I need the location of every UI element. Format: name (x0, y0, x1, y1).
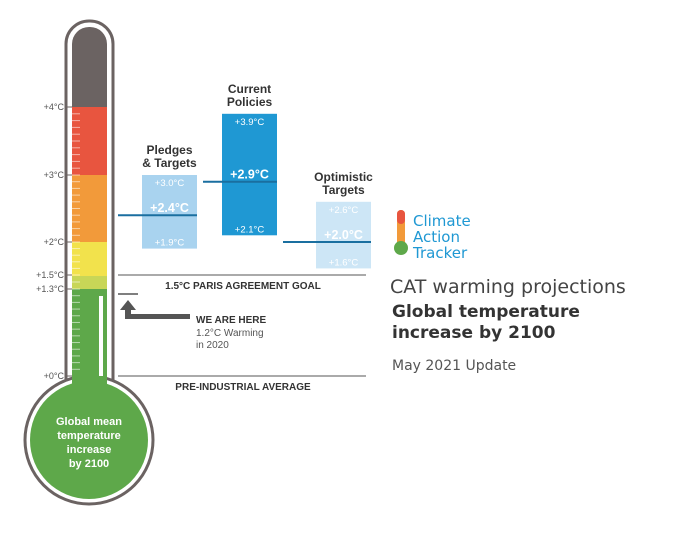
mercury-indicator (99, 296, 103, 376)
central-label-1: +2.9°C (230, 168, 269, 182)
series-heading-2-0: Optimistic (314, 170, 373, 184)
bulb-label-line-2: temperature (57, 430, 121, 442)
low-label-0: +1.9°C (155, 238, 185, 249)
paris-goal-label: 1.5°C PARIS AGREEMENT GOAL (165, 281, 321, 292)
chart-subtitle-line-2: increase by 2100 (392, 323, 556, 343)
scale-labels: +4°C +3°C +2°C +1.5°C +1.3°C +0°C (36, 102, 72, 381)
series-heading-1-0: Current (228, 82, 271, 96)
bulb-label-line-1: Global mean (56, 416, 122, 428)
bar-0 (142, 175, 197, 249)
high-label-2: +2.6°C (329, 205, 359, 216)
logo-line-2: Action (413, 228, 460, 246)
pre-industrial-label: PRE-INDUSTRIAL AVERAGE (175, 382, 311, 393)
bar-1 (222, 113, 277, 236)
zone-yellow (72, 242, 107, 276)
scale-label-0: +4°C (44, 102, 65, 112)
update-date: May 2021 Update (392, 358, 516, 374)
scale-label-3: +1.5°C (36, 270, 64, 280)
scale-label-4: +1.3°C (36, 284, 64, 294)
low-label-2: +1.6°C (329, 257, 359, 268)
central-label-0: +2.4°C (150, 201, 189, 215)
logo-thermometer-top (397, 210, 405, 224)
logo-line-3: Tracker (412, 244, 468, 262)
we-are-here-annotation: WE ARE HERE 1.2°C Warming in 2020 (118, 293, 267, 351)
series-heading-1-1: Policies (227, 95, 273, 109)
chart-subtitle-line-1: Global temperature (392, 302, 580, 322)
we-are-here-line-1: 1.2°C Warming (196, 328, 264, 339)
series-heading-0-0: Pledges (146, 143, 192, 157)
we-are-here-heading: WE ARE HERE (196, 315, 267, 326)
series-heading-2-1: Targets (322, 183, 365, 197)
thermometer-bulb (30, 381, 148, 499)
central-label-2: +2.0°C (324, 228, 363, 242)
zone-lime (72, 276, 107, 289)
series-heading-0-1: & Targets (142, 156, 197, 170)
bar-2 (316, 201, 371, 269)
logo-thermometer-bulb (394, 241, 408, 255)
bulb-label-line-3: increase (67, 444, 112, 456)
scale-label-2: +2°C (44, 237, 65, 247)
scale-label-1: +3°C (44, 170, 65, 180)
high-label-0: +3.0°C (155, 178, 185, 189)
we-are-here-line-2: in 2020 (196, 340, 229, 351)
chart-title: CAT warming projections (390, 276, 626, 298)
reference-lines: 1.5°C PARIS AGREEMENT GOAL PRE-INDUSTRIA… (118, 274, 366, 393)
minor-ticks (71, 113, 80, 370)
zone-dark (72, 27, 107, 107)
high-label-1: +3.9°C (235, 117, 265, 128)
we-are-here-arrow (120, 300, 190, 319)
cat-logo: Climate Action Tracker (394, 210, 471, 262)
thermometer: +4°C +3°C +2°C +1.5°C +1.3°C +0°C Global mean… (23, 19, 155, 506)
logo-line-1: Climate (413, 212, 471, 230)
low-label-1: +2.1°C (235, 224, 265, 235)
projection-bars: +3.0°C +2.4°C +1.9°C Pledges& Targets +3.9°C… (118, 82, 373, 269)
bulb-label-line-4: by 2100 (69, 458, 109, 470)
scale-label-5: +0°C (44, 371, 65, 381)
